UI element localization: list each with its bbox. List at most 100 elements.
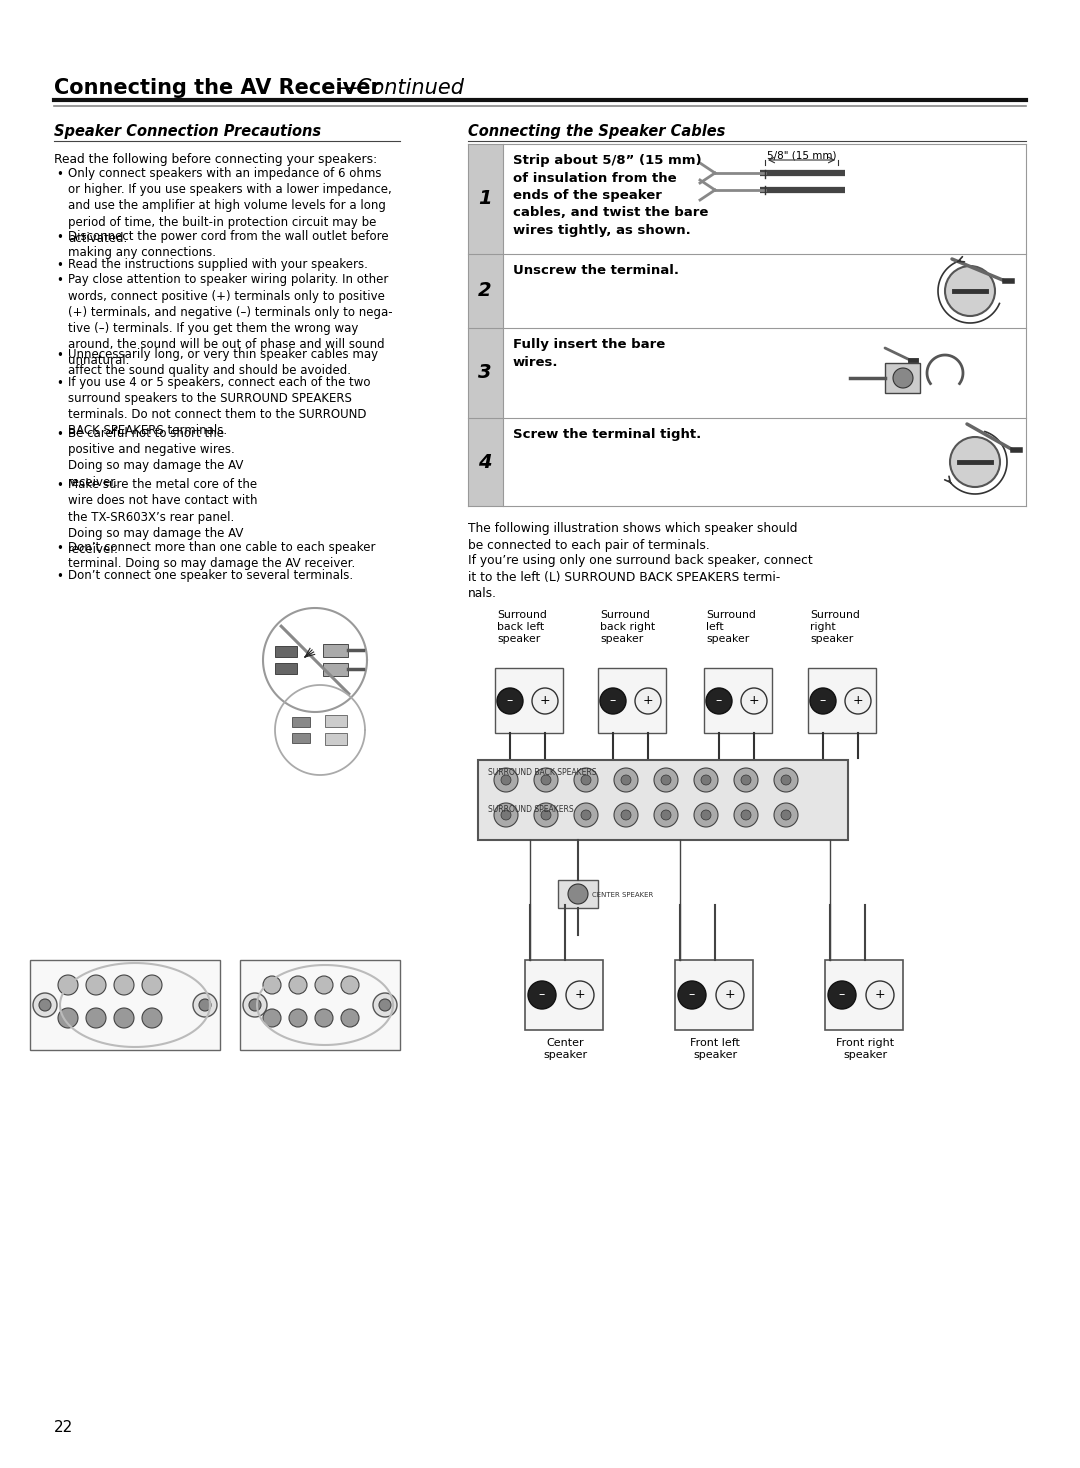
Circle shape (494, 803, 518, 826)
Text: 2: 2 (478, 282, 491, 301)
Circle shape (741, 775, 751, 785)
Text: –: – (839, 988, 846, 1001)
Text: •: • (56, 377, 64, 390)
Circle shape (541, 810, 551, 821)
Circle shape (501, 810, 511, 821)
Circle shape (615, 803, 638, 826)
Text: Only connect speakers with an impedance of 6 ohms
or higher. If you use speakers: Only connect speakers with an impedance … (68, 167, 392, 245)
Circle shape (573, 768, 598, 793)
Text: Surround
back right
speaker: Surround back right speaker (600, 611, 656, 644)
Text: Don’t connect one speaker to several terminals.: Don’t connect one speaker to several ter… (68, 568, 353, 581)
Bar (325, 715, 347, 727)
Text: +: + (725, 988, 735, 1001)
Text: –: – (820, 694, 826, 708)
Circle shape (289, 1009, 307, 1028)
Text: If you’re using only one surround back speaker, connect
it to the left (L) SURRO: If you’re using only one surround back s… (468, 553, 813, 600)
Text: Read the following before connecting your speakers:: Read the following before connecting you… (54, 153, 377, 166)
Circle shape (950, 437, 1000, 487)
Circle shape (315, 976, 333, 994)
Text: 4: 4 (478, 452, 491, 471)
Text: +: + (643, 694, 653, 708)
Circle shape (694, 803, 718, 826)
Text: 22: 22 (54, 1420, 73, 1436)
Circle shape (494, 768, 518, 793)
Circle shape (315, 1009, 333, 1028)
Text: Pay close attention to speaker wiring polarity. In other
words, connect positive: Pay close attention to speaker wiring po… (68, 273, 393, 367)
Text: Surround
left
speaker: Surround left speaker (706, 611, 756, 644)
Text: +: + (875, 988, 886, 1001)
Circle shape (654, 768, 678, 793)
Circle shape (264, 976, 281, 994)
Text: If you use 4 or 5 speakers, connect each of the two
surround speakers to the SUR: If you use 4 or 5 speakers, connect each… (68, 376, 370, 437)
Circle shape (86, 1009, 106, 1028)
Bar (292, 716, 310, 727)
Text: –: – (610, 694, 616, 708)
Text: Be careful not to short the
positive and negative wires.
Doing so may damage the: Be careful not to short the positive and… (68, 427, 243, 489)
Text: Surround
back left
speaker: Surround back left speaker (497, 611, 546, 644)
Bar (240, 960, 400, 1050)
Text: Connecting the Speaker Cables: Connecting the Speaker Cables (468, 123, 726, 139)
Bar (468, 144, 503, 254)
Bar (292, 733, 310, 743)
Circle shape (621, 810, 631, 821)
Circle shape (781, 775, 791, 785)
Bar (675, 960, 753, 1031)
Text: –: – (716, 694, 723, 708)
Circle shape (541, 775, 551, 785)
Bar (275, 664, 297, 674)
Text: •: • (56, 570, 64, 583)
Text: Screw the terminal tight.: Screw the terminal tight. (513, 429, 701, 440)
Bar (468, 418, 503, 506)
Bar (478, 760, 848, 840)
Circle shape (58, 975, 78, 995)
Circle shape (581, 810, 591, 821)
Bar (325, 733, 347, 744)
Circle shape (573, 803, 598, 826)
Text: Unscrew the terminal.: Unscrew the terminal. (513, 264, 679, 277)
Text: –: – (539, 988, 545, 1001)
Circle shape (534, 803, 558, 826)
Circle shape (497, 688, 523, 713)
Text: Make sure the metal core of the
wire does not have contact with
the TX-SR603X’s : Make sure the metal core of the wire doe… (68, 479, 257, 556)
Text: SURROUND BACK SPEAKERS: SURROUND BACK SPEAKERS (488, 768, 596, 777)
Circle shape (373, 992, 397, 1017)
Text: Front right
speaker: Front right speaker (836, 1038, 894, 1060)
Circle shape (654, 803, 678, 826)
Text: +: + (853, 694, 863, 708)
Circle shape (716, 981, 744, 1009)
Text: +: + (575, 988, 585, 1001)
Text: Strip about 5/8” (15 mm)
of insulation from the
ends of the speaker
cables, and : Strip about 5/8” (15 mm) of insulation f… (513, 154, 708, 236)
Bar (468, 327, 503, 418)
Bar (704, 668, 772, 733)
Circle shape (621, 775, 631, 785)
Circle shape (193, 992, 217, 1017)
Bar (808, 668, 876, 733)
Text: –: – (507, 694, 513, 708)
Text: 3: 3 (478, 364, 491, 383)
Circle shape (945, 266, 995, 316)
Circle shape (33, 992, 57, 1017)
Text: Connecting the AV Receiver: Connecting the AV Receiver (54, 78, 381, 98)
Circle shape (741, 688, 767, 713)
Text: CENTER SPEAKER: CENTER SPEAKER (592, 893, 653, 898)
Circle shape (249, 1000, 261, 1011)
Circle shape (528, 981, 556, 1009)
Circle shape (774, 768, 798, 793)
Circle shape (781, 810, 791, 821)
Circle shape (866, 981, 894, 1009)
Circle shape (661, 775, 671, 785)
Circle shape (734, 768, 758, 793)
Text: Don’t connect more than one cable to each speaker
terminal. Doing so may damage : Don’t connect more than one cable to eac… (68, 542, 376, 571)
Bar (558, 879, 598, 909)
Text: •: • (56, 542, 64, 555)
Circle shape (379, 1000, 391, 1011)
Circle shape (532, 688, 558, 713)
Text: Read the instructions supplied with your speakers.: Read the instructions supplied with your… (68, 257, 368, 270)
Text: •: • (56, 349, 64, 363)
Circle shape (141, 975, 162, 995)
Text: –: – (689, 988, 696, 1001)
Circle shape (845, 688, 870, 713)
Text: Speaker Connection Precautions: Speaker Connection Precautions (54, 123, 321, 139)
Bar (30, 960, 220, 1050)
Circle shape (264, 1009, 281, 1028)
